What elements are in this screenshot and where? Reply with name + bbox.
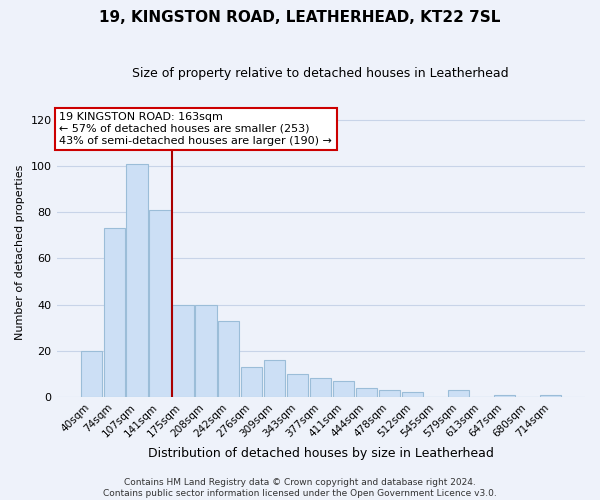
X-axis label: Distribution of detached houses by size in Leatherhead: Distribution of detached houses by size … (148, 447, 494, 460)
Text: 19 KINGSTON ROAD: 163sqm
← 57% of detached houses are smaller (253)
43% of semi-: 19 KINGSTON ROAD: 163sqm ← 57% of detach… (59, 112, 332, 146)
Bar (402, 392, 423, 397)
Text: 19, KINGSTON ROAD, LEATHERHEAD, KT22 7SL: 19, KINGSTON ROAD, LEATHERHEAD, KT22 7SL (100, 10, 500, 25)
Bar (540, 394, 561, 397)
Bar (218, 320, 239, 397)
Bar (333, 381, 354, 397)
Bar (127, 164, 148, 397)
Bar (264, 360, 286, 397)
Bar (149, 210, 170, 397)
Y-axis label: Number of detached properties: Number of detached properties (15, 165, 25, 340)
Bar (104, 228, 125, 397)
Bar (379, 390, 400, 397)
Title: Size of property relative to detached houses in Leatherhead: Size of property relative to detached ho… (133, 68, 509, 80)
Bar (172, 304, 194, 397)
Bar (494, 394, 515, 397)
Bar (287, 374, 308, 397)
Bar (448, 390, 469, 397)
Text: Contains HM Land Registry data © Crown copyright and database right 2024.
Contai: Contains HM Land Registry data © Crown c… (103, 478, 497, 498)
Bar (196, 304, 217, 397)
Bar (80, 350, 101, 397)
Bar (241, 367, 262, 397)
Bar (310, 378, 331, 397)
Bar (356, 388, 377, 397)
